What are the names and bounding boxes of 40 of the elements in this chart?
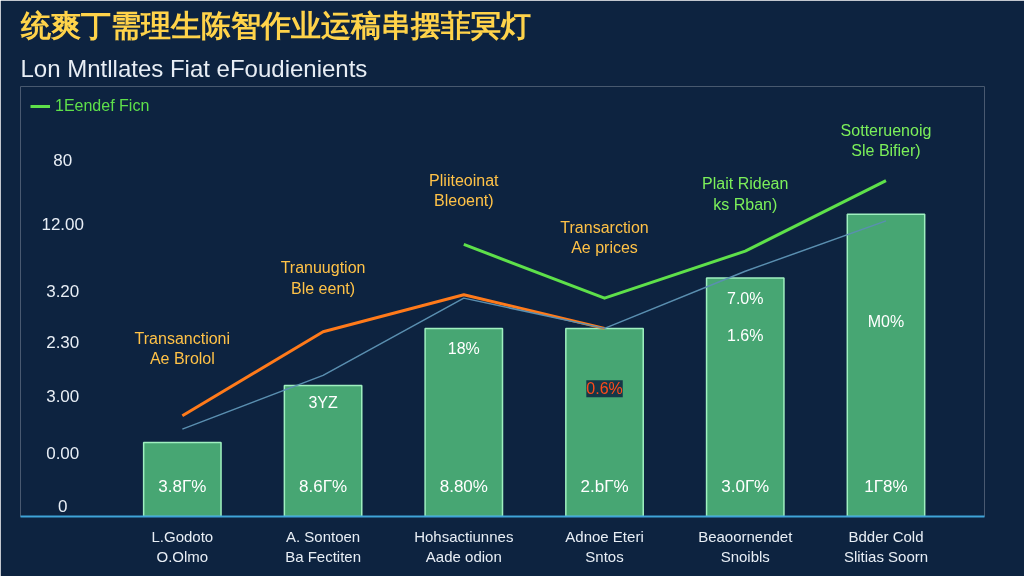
annotation: 7.0% xyxy=(727,289,764,307)
annotation: Pliiteoinat Bleoent) xyxy=(429,171,500,210)
annotation: 0 xyxy=(57,497,68,517)
x-tick-label: Adnoe Eteri Sntos xyxy=(565,527,644,565)
chart-title: 统爽丁需理生陈智作业运稿串摆菲冥灯 xyxy=(19,7,531,43)
bar xyxy=(142,441,222,517)
annotation: M0% xyxy=(867,313,905,331)
chart-subtitle: Lon Mntllates Fiat eFoudienients xyxy=(20,54,368,82)
annotation: Tranuugtion Ble eent) xyxy=(280,259,366,297)
x-tick-label: L.Godoto O.Olmo xyxy=(151,527,214,565)
annotation: 1.6% xyxy=(727,326,764,344)
annotation: 0.6% xyxy=(586,380,623,398)
bar xyxy=(705,277,785,517)
annotation: 1Г8% xyxy=(864,476,908,496)
annotation: Plait Ridean ks Rban) xyxy=(702,175,789,213)
x-tick-label: Beaoornendet Snoibls xyxy=(698,527,794,565)
bar xyxy=(283,384,363,517)
annotation: 12.00 xyxy=(41,215,84,235)
text: Sotteruenoig Sle Bifier) xyxy=(840,121,932,159)
annotation: 3.0Г% xyxy=(721,476,770,496)
text: 80 xyxy=(53,151,73,171)
x-tick-label: Bdder Cold Slitias Soorn xyxy=(843,527,929,565)
bar xyxy=(846,213,926,517)
annotation: 2.bГ% xyxy=(580,476,629,496)
annotation: 8.6Г% xyxy=(299,476,348,496)
annotation: Transanctioni Ae Brolol xyxy=(134,329,231,368)
x-tick-label: Hohsactiunnes Aade odion xyxy=(414,527,514,565)
annotation: 18% xyxy=(447,340,480,358)
annotation: 8.80% xyxy=(439,476,488,496)
annotation: 3YZ xyxy=(308,393,338,411)
annotation: 3.20 xyxy=(46,282,80,302)
bar xyxy=(424,327,504,517)
annotation: 3.8Г% xyxy=(158,476,207,496)
annotation: 2.30 xyxy=(46,332,80,352)
annotation: Transarction Ae prices xyxy=(560,218,649,257)
x-tick-label: A. Sontoen Ba Fectiten xyxy=(285,527,362,565)
annotation: 3.00 xyxy=(46,386,80,406)
bar xyxy=(565,327,644,517)
annotation: 0.00 xyxy=(46,443,80,463)
legend-label: 1Eendef Ficn xyxy=(55,97,150,115)
